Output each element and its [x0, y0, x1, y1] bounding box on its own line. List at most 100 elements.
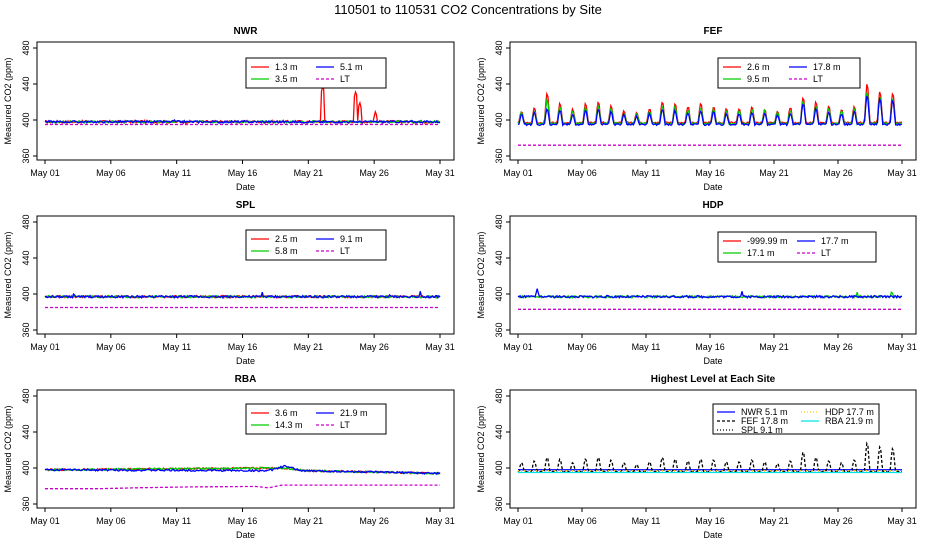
- x-tick-label: May 26: [823, 516, 853, 526]
- x-axis-label: Date: [703, 530, 722, 540]
- x-tick-label: May 21: [294, 168, 324, 178]
- legend-label: NWR 5.1 m: [741, 407, 788, 417]
- y-tick-label: 480: [21, 214, 31, 229]
- chart-title: SPL: [236, 200, 255, 211]
- y-tick-label: 480: [21, 40, 31, 55]
- y-tick-label: 440: [494, 250, 504, 265]
- plot-frame: [36, 389, 455, 509]
- legend-box: [717, 231, 877, 263]
- legend-box: [717, 57, 861, 89]
- y-tick-label: 480: [21, 388, 31, 403]
- x-axis-label: Date: [703, 182, 722, 192]
- x-tick-label: May 01: [30, 342, 60, 352]
- x-tick-label: May 01: [30, 168, 60, 178]
- chart-panel-5: RBA Measured CO2 (ppm) Date 360 400 440 480 May…: [3, 374, 455, 540]
- x-tick-label: May 11: [162, 342, 191, 352]
- y-axis-label: Measured CO2 (ppm): [3, 231, 13, 318]
- legend-label: 17.1 m: [747, 248, 775, 258]
- y-tick-label: 360: [494, 148, 504, 163]
- chart-panel-6: Highest Level at Each Site Measured CO2 (…: [476, 374, 917, 540]
- legend-label: HDP 17.7 m: [825, 407, 874, 417]
- x-tick-label: May 31: [887, 168, 917, 178]
- y-tick-label: 440: [21, 76, 31, 91]
- series-line: [44, 119, 441, 125]
- x-tick-label: May 31: [425, 342, 455, 352]
- series-line: [517, 441, 902, 473]
- page-title: 110501 to 110531 CO2 Concentrations by S…: [334, 2, 602, 17]
- y-tick-label: 480: [494, 214, 504, 229]
- legend-label: LT: [821, 248, 831, 258]
- legend-label: 2.6 m: [747, 62, 770, 72]
- legend-box: [245, 403, 387, 435]
- x-tick-label: May 01: [503, 342, 533, 352]
- legend-label: -999.99 m: [747, 236, 788, 246]
- y-tick-label: 400: [494, 460, 504, 475]
- chart-title: FEF: [704, 26, 723, 37]
- x-tick-label: May 21: [759, 516, 789, 526]
- x-tick-label: May 11: [162, 168, 191, 178]
- legend-label: LT: [340, 420, 350, 430]
- legend-label: 9.5 m: [747, 74, 770, 84]
- legend-label: LT: [340, 246, 350, 256]
- y-axis-label: Measured CO2 (ppm): [3, 57, 13, 144]
- x-tick-label: May 16: [695, 342, 725, 352]
- chart-title: HDP: [702, 200, 723, 211]
- legend-label: RBA 21.9 m: [825, 416, 873, 426]
- x-tick-label: May 16: [228, 342, 258, 352]
- x-tick-label: May 26: [359, 168, 389, 178]
- series-line: [45, 84, 441, 125]
- chart-title: RBA: [235, 374, 257, 385]
- x-tick-label: May 31: [425, 168, 455, 178]
- series-line: [45, 484, 440, 490]
- x-tick-label: May 06: [567, 168, 597, 178]
- plot-frame: [36, 215, 455, 335]
- chart-panel-2: FEF Measured CO2 (ppm) Date 360 400 440 480 May…: [476, 26, 917, 192]
- x-tick-label: May 21: [294, 516, 324, 526]
- legend-label: FEF 17.8 m: [741, 416, 788, 426]
- plot-frame: [509, 41, 917, 161]
- y-tick-label: 360: [494, 322, 504, 337]
- x-tick-label: May 31: [887, 516, 917, 526]
- legend-label: SPL 9.1 m: [741, 425, 783, 435]
- y-tick-label: 400: [21, 460, 31, 475]
- legend-label: 3.6 m: [275, 408, 298, 418]
- legend-label: LT: [340, 74, 350, 84]
- chart-panel-3: SPL Measured CO2 (ppm) Date 360 400 440 480 May…: [3, 200, 455, 366]
- series-line: [44, 464, 441, 476]
- x-tick-label: May 16: [695, 516, 725, 526]
- y-axis-label: Measured CO2 (ppm): [476, 57, 486, 144]
- y-axis-label: Measured CO2 (ppm): [3, 405, 13, 492]
- x-tick-label: May 06: [96, 342, 126, 352]
- x-tick-label: May 26: [823, 168, 853, 178]
- legend-label: 14.3 m: [275, 420, 303, 430]
- y-tick-label: 400: [21, 286, 31, 301]
- x-axis-label: Date: [236, 356, 255, 366]
- x-tick-label: May 26: [359, 516, 389, 526]
- x-tick-label: May 11: [632, 516, 661, 526]
- legend-box: [245, 57, 387, 89]
- y-tick-label: 440: [494, 76, 504, 91]
- y-tick-label: 480: [494, 388, 504, 403]
- x-tick-label: May 01: [503, 516, 533, 526]
- legend-label: LT: [813, 74, 823, 84]
- y-tick-label: 440: [494, 424, 504, 439]
- x-tick-label: May 16: [228, 516, 258, 526]
- series-line: [517, 288, 903, 300]
- x-tick-label: May 21: [759, 168, 789, 178]
- legend-label: 9.1 m: [340, 234, 363, 244]
- series-line: [44, 291, 441, 299]
- series-line: [517, 95, 903, 127]
- x-tick-label: May 11: [632, 342, 661, 352]
- x-axis-label: Date: [236, 530, 255, 540]
- x-tick-label: May 01: [503, 168, 533, 178]
- y-tick-label: 360: [21, 148, 31, 163]
- x-tick-label: May 31: [425, 516, 455, 526]
- chart-panel-1: NWR Measured CO2 (ppm) Date 360 400 440 480 May…: [3, 26, 455, 192]
- legend-label: 17.8 m: [813, 62, 841, 72]
- x-tick-label: May 06: [96, 168, 126, 178]
- x-axis-label: Date: [703, 356, 722, 366]
- y-tick-label: 440: [21, 250, 31, 265]
- chart-title: Highest Level at Each Site: [651, 374, 776, 385]
- x-tick-label: May 06: [567, 516, 597, 526]
